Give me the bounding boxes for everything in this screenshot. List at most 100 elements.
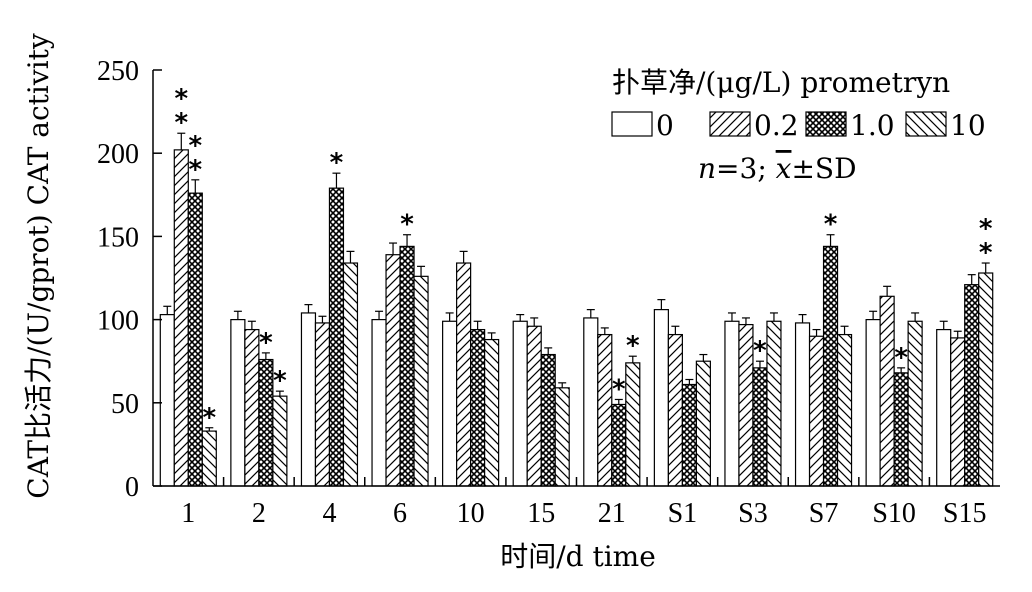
bar (653, 309, 669, 487)
legend-label: 10 (950, 109, 986, 142)
bar (484, 338, 500, 487)
bar (625, 362, 641, 487)
x-tick-label: S3 (738, 498, 768, 529)
bar (230, 319, 246, 487)
significance-star: * (612, 374, 626, 404)
legend-label: 0.2 (754, 109, 799, 142)
bar (456, 262, 472, 487)
bar (526, 325, 542, 487)
legend-note-n: n (698, 152, 716, 185)
bar (695, 360, 711, 487)
y-tick-label: 200 (97, 139, 139, 170)
significance-star: * (202, 403, 216, 433)
bar (187, 192, 203, 487)
bar (244, 328, 260, 487)
bar (681, 383, 697, 487)
significance-star: * (894, 343, 908, 373)
x-tick-label: 2 (252, 498, 266, 529)
bar (978, 272, 994, 487)
legend-items: 0 0.2 1.0 10 (611, 109, 986, 142)
significance-star: * (400, 210, 414, 240)
bar (173, 149, 189, 487)
bar (442, 320, 458, 487)
legend-note: n=3; x±SD (698, 152, 857, 185)
legend-label: 0 (656, 109, 674, 142)
bar (879, 295, 895, 487)
legend-title: 扑草净/(μg/L) prometryn (612, 66, 950, 99)
x-tick-label: 10 (457, 498, 485, 529)
bar (328, 187, 345, 487)
bar (836, 333, 853, 487)
x-tick-label: 15 (527, 498, 555, 529)
bar (342, 262, 359, 487)
bar (512, 320, 528, 487)
y-axis-label: CAT比活力/(U/gprot) CAT activity (22, 33, 55, 499)
y-tick-label: 150 (97, 222, 139, 253)
x-tick-label: S1 (668, 498, 698, 529)
bar (794, 322, 811, 487)
legend-swatch (611, 111, 653, 137)
legend-note-rest: =3; (716, 152, 776, 185)
bar (907, 320, 923, 487)
significance-star: * (259, 328, 273, 358)
bar (272, 395, 288, 487)
bar (936, 328, 952, 487)
significance-star: * (174, 108, 188, 138)
significance-star: * (626, 331, 640, 361)
bar (597, 333, 613, 487)
y-tick-label: 100 (97, 306, 139, 337)
x-tick-label: 6 (393, 498, 407, 529)
bar (371, 319, 387, 487)
legend-swatch (805, 111, 847, 137)
significance-star: * (824, 210, 838, 240)
y-tick-label: 0 (125, 472, 139, 503)
x-tick-label: 21 (598, 498, 626, 529)
significance-star: * (330, 148, 344, 178)
bar (611, 403, 627, 487)
bar (808, 335, 825, 487)
bar (300, 312, 317, 487)
bars-group (159, 149, 994, 487)
legend-note-xbar: x (776, 152, 792, 185)
legend: 扑草净/(μg/L) prometryn 0 0.2 1.0 10 n=3; x±SD (611, 66, 986, 185)
bar (752, 367, 768, 487)
significance-star: * (979, 238, 993, 268)
significance-star: * (188, 131, 202, 161)
bar (554, 387, 570, 487)
bar (738, 323, 754, 487)
bar (822, 245, 839, 487)
bar (540, 353, 556, 487)
bar (385, 254, 401, 487)
bar (159, 314, 175, 487)
x-tick-label: 4 (322, 498, 336, 529)
legend-label: 1.0 (850, 109, 895, 142)
x-tick-label: S10 (872, 498, 916, 529)
significance-marks-group: *********** ***** (174, 84, 992, 433)
legend-swatch (905, 111, 947, 137)
x-tick-label: S7 (809, 498, 839, 529)
bar (399, 245, 415, 487)
significance-star: * (188, 155, 202, 185)
bar (314, 322, 331, 487)
legend-swatch (709, 111, 751, 137)
legend-note-sd: ±SD (791, 152, 856, 185)
bar (667, 333, 683, 487)
x-tick-label: S15 (943, 498, 987, 529)
bar (470, 328, 486, 487)
bar (964, 284, 980, 487)
bar (413, 275, 429, 487)
bar (583, 317, 599, 487)
significance-star: * (979, 214, 993, 244)
bar (893, 372, 909, 487)
y-tick-label: 50 (111, 389, 139, 420)
significance-star: * (174, 84, 188, 114)
bar (724, 320, 740, 487)
bar (766, 320, 782, 487)
x-axis-label: 时间/d time (500, 540, 656, 573)
bar (201, 430, 217, 487)
bar (258, 358, 274, 487)
bar (865, 319, 881, 487)
significance-star: * (753, 336, 767, 366)
